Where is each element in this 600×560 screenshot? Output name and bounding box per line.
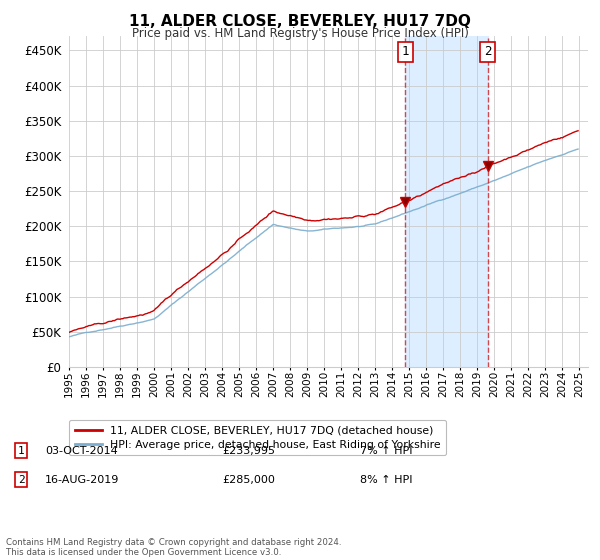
Text: 2: 2 [484,45,491,58]
Text: 11, ALDER CLOSE, BEVERLEY, HU17 7DQ: 11, ALDER CLOSE, BEVERLEY, HU17 7DQ [129,14,471,29]
Text: 2: 2 [17,475,25,485]
Text: 7% ↑ HPI: 7% ↑ HPI [360,446,413,456]
Text: Price paid vs. HM Land Registry's House Price Index (HPI): Price paid vs. HM Land Registry's House … [131,27,469,40]
Text: 1: 1 [17,446,25,456]
Text: Contains HM Land Registry data © Crown copyright and database right 2024.
This d: Contains HM Land Registry data © Crown c… [6,538,341,557]
Legend: 11, ALDER CLOSE, BEVERLEY, HU17 7DQ (detached house), HPI: Average price, detach: 11, ALDER CLOSE, BEVERLEY, HU17 7DQ (det… [69,420,446,455]
Text: 03-OCT-2014: 03-OCT-2014 [45,446,118,456]
Text: 16-AUG-2019: 16-AUG-2019 [45,475,119,485]
Bar [405,36,488,367]
Text: £285,000: £285,000 [222,475,275,485]
Text: £233,995: £233,995 [222,446,275,456]
Text: 8% ↑ HPI: 8% ↑ HPI [360,475,413,485]
Text: 1: 1 [401,45,409,58]
